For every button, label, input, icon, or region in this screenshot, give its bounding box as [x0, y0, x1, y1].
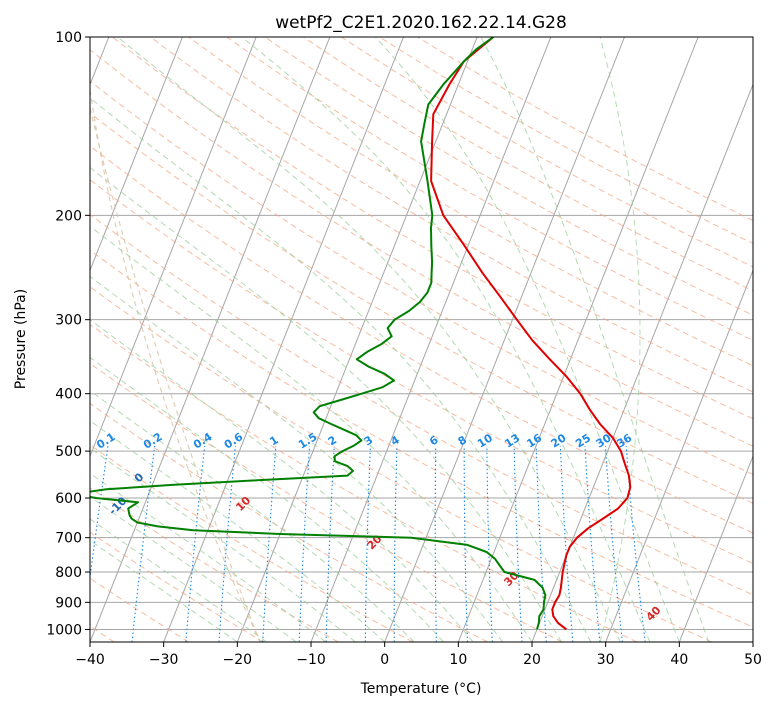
mixing-ratio-line	[185, 445, 206, 642]
x-tick-label: −40	[75, 652, 105, 668]
y-tick-label: 800	[55, 565, 82, 581]
stability-curve	[90, 107, 261, 642]
mixing-ratio-line	[364, 445, 371, 642]
moist-adiabat-line	[90, 225, 533, 642]
temperature-profile	[430, 37, 632, 631]
moist-adiabat-line	[90, 275, 503, 642]
mixing-ratio-line	[584, 445, 601, 642]
x-tick-label: 50	[744, 652, 762, 668]
mixing-ratio-line	[434, 445, 437, 642]
x-tick-label: 30	[597, 652, 615, 668]
y-tick-label: 200	[55, 208, 82, 224]
isotherm-line	[457, 37, 699, 642]
moist-adiabat-line	[90, 97, 592, 642]
moist-adiabat-line	[241, 37, 651, 642]
isotherm-line	[90, 37, 331, 642]
axes: −40 −30 −20 −10 0 10 20 30 40 50 100 200 300 400 500 60…	[46, 30, 762, 668]
mixing-ratio-line	[535, 445, 547, 642]
dry-adiabat-line	[112, 37, 753, 420]
dry-adiabat-label: -20	[0, 449, 4, 472]
y-axis-title: Pressure (hPa)	[13, 289, 29, 389]
dry-adiabat-line	[150, 37, 753, 393]
x-tick-label: 20	[523, 652, 541, 668]
dry-adiabat-line	[90, 487, 339, 642]
y-tick-label: 400	[55, 387, 82, 403]
isotherm-line	[236, 37, 478, 642]
x-tick-label: −10	[296, 652, 326, 668]
dry-adiabat-line	[90, 531, 264, 642]
stability-curve	[599, 37, 641, 642]
reference-lines-layer	[90, 37, 753, 642]
x-axis-title: Temperature (°C)	[360, 681, 482, 697]
mixing-ratio-line	[325, 445, 335, 642]
isotherm-line	[678, 454, 753, 642]
mixing-ratio-line	[262, 445, 277, 642]
moist-adiabat-line	[90, 319, 474, 642]
dry-adiabat-line	[90, 286, 712, 642]
x-tick-label: −30	[149, 652, 179, 668]
sounding-profiles	[90, 37, 632, 631]
moist-adiabat-line	[90, 356, 444, 642]
isotherm-line	[531, 83, 753, 642]
dry-adiabat-line	[90, 249, 753, 628]
y-tick-label: 100	[55, 30, 82, 46]
y-tick-label: 900	[55, 595, 82, 611]
dry-adiabat-line	[90, 112, 753, 504]
moist-adiabat-line	[117, 37, 621, 642]
y-tick-label: 700	[55, 531, 82, 547]
x-tick-label: 10	[449, 652, 467, 668]
isotherm-line	[605, 268, 753, 642]
chart-title: wetPf2_C2E1.2020.162.22.14.G28	[275, 13, 567, 33]
plot-frame	[89, 36, 754, 643]
mixing-ratio-line	[218, 445, 236, 642]
stability-curve	[90, 89, 261, 642]
isotherm-line	[752, 640, 753, 642]
dry-adiabat-line	[90, 179, 753, 565]
y-tick-label: 500	[55, 444, 82, 460]
mixing-ratio-line	[486, 445, 493, 642]
dewpoint-profile	[90, 37, 547, 630]
mixing-ratio-line	[604, 445, 623, 642]
mixing-ratio-line	[513, 445, 523, 642]
mixing-ratio-line	[393, 445, 398, 642]
y-tick-label: 600	[55, 491, 82, 507]
dry-adiabat-line	[90, 49, 753, 447]
moist-adiabat-line	[480, 37, 710, 642]
moist-adiabat-line	[90, 390, 415, 642]
moist-adiabat-line	[90, 420, 386, 642]
isotherm-line	[163, 37, 404, 642]
dry-adiabat-line	[90, 323, 638, 642]
mixing-ratio-line	[131, 445, 156, 642]
dry-adiabat-line	[226, 37, 753, 341]
dry-adiabat-line	[90, 402, 488, 642]
x-tick-label: −20	[223, 652, 253, 668]
x-tick-label: 0	[380, 652, 389, 668]
dry-adiabat-line	[264, 37, 753, 316]
isotherm-line	[384, 37, 625, 642]
moist-adiabat-line	[90, 447, 356, 642]
plot-area	[90, 37, 753, 642]
mixing-ratio-line	[463, 445, 469, 642]
moist-adiabat-line	[374, 37, 680, 642]
mixing-ratio-line	[298, 445, 311, 642]
y-tick-label: 1000	[46, 622, 82, 638]
x-tick-label: 40	[670, 652, 688, 668]
dry-adiabat-line	[90, 362, 563, 642]
y-tick-label: 300	[55, 313, 82, 329]
dry-adiabat-line	[90, 145, 753, 534]
isotherm-line	[90, 37, 257, 458]
mixing-ratio-line	[559, 445, 574, 642]
isotherm-line	[90, 37, 183, 272]
